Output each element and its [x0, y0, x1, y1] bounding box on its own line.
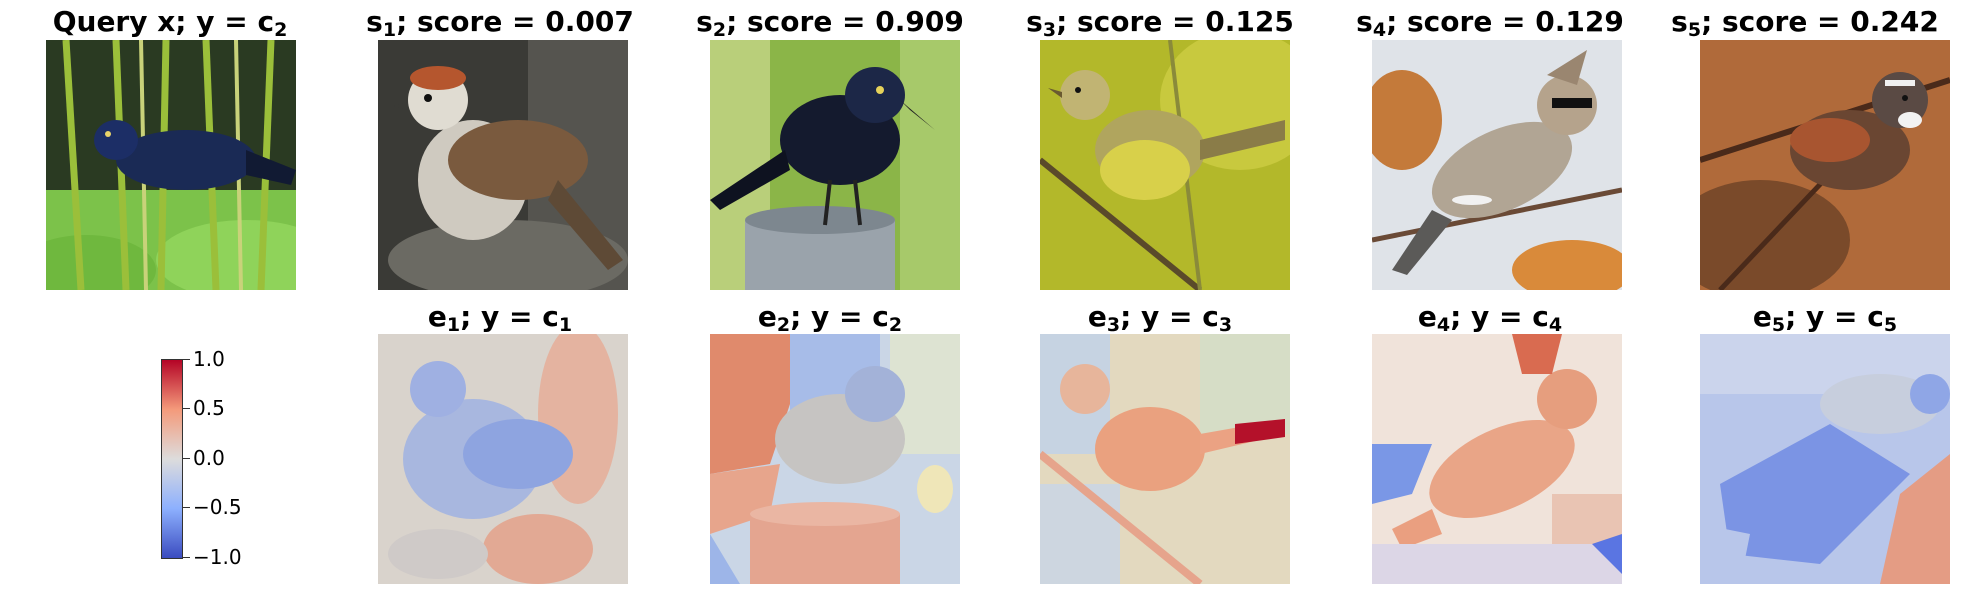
explanation-image-3: [1040, 334, 1290, 584]
support-title-4: s4; score = 0.129: [1356, 5, 1624, 41]
support-title-3: s3; score = 0.125: [1026, 5, 1294, 41]
colorbar-tick: [182, 408, 190, 409]
colorbar-label-max: 1.0: [193, 347, 225, 371]
explanation-title-3: e3; y = c3: [1087, 300, 1233, 336]
explanation-image-1: [378, 334, 628, 584]
query-image: [46, 40, 296, 290]
explanation-title-1: e1; y = c1: [427, 300, 573, 336]
colorbar-tick: [182, 458, 190, 459]
support-image-2: [710, 40, 960, 290]
explanation-image-4: [1372, 334, 1622, 584]
colorbar-label-neg-half: −0.5: [193, 495, 242, 519]
explanation-title-4: e4; y = c4: [1417, 300, 1563, 336]
support-image-1: [378, 40, 628, 290]
colorbar: [161, 359, 183, 559]
query-title: Query x; y = c2: [52, 5, 288, 41]
colorbar-tick: [182, 507, 190, 508]
support-image-5: [1700, 40, 1950, 290]
colorbar-label-zero: 0.0: [193, 446, 225, 470]
support-image-4: [1372, 40, 1622, 290]
explanation-title-5: e5; y = c5: [1752, 300, 1898, 336]
support-title-2: s2; score = 0.909: [696, 5, 964, 41]
support-image-3: [1040, 40, 1290, 290]
colorbar-tick: [182, 557, 190, 558]
explanation-title-2: e2; y = c2: [757, 300, 903, 336]
colorbar-label-min: −1.0: [193, 545, 242, 569]
colorbar-label-half: 0.5: [193, 396, 225, 420]
colorbar-tick: [182, 359, 190, 360]
support-title-1: s1; score = 0.007: [366, 5, 634, 41]
explanation-image-2: [710, 334, 960, 584]
explanation-image-5: [1700, 334, 1950, 584]
support-title-5: s5; score = 0.242: [1671, 5, 1939, 41]
